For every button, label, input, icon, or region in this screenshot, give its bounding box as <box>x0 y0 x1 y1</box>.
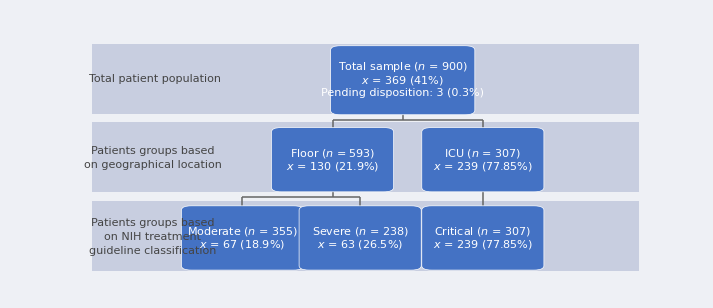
FancyBboxPatch shape <box>422 128 544 192</box>
FancyBboxPatch shape <box>272 128 394 192</box>
Text: Pending disposition: 3 (0.3%): Pending disposition: 3 (0.3%) <box>322 88 484 98</box>
FancyBboxPatch shape <box>92 44 639 114</box>
Text: Critical ($n$ = 307): Critical ($n$ = 307) <box>434 225 531 238</box>
Text: $x$ = 239 (77.85%): $x$ = 239 (77.85%) <box>433 160 533 173</box>
Text: Severe ($n$ = 238): Severe ($n$ = 238) <box>312 225 409 238</box>
FancyBboxPatch shape <box>331 46 475 115</box>
Text: Floor ($n$ = 593): Floor ($n$ = 593) <box>290 147 375 160</box>
Text: ICU ($n$ = 307): ICU ($n$ = 307) <box>444 147 521 160</box>
Text: Patients groups based
on geographical location: Patients groups based on geographical lo… <box>83 146 222 170</box>
FancyBboxPatch shape <box>92 201 639 270</box>
Text: Patients groups based
on NIH treatment
guideline classification: Patients groups based on NIH treatment g… <box>89 218 216 256</box>
Text: Total patient population: Total patient population <box>89 74 222 84</box>
FancyBboxPatch shape <box>181 206 304 270</box>
Text: $x$ = 67 (18.9%): $x$ = 67 (18.9%) <box>200 238 285 251</box>
Text: $x$ = 130 (21.9%): $x$ = 130 (21.9%) <box>286 160 379 173</box>
Text: Total sample ($n$ = 900): Total sample ($n$ = 900) <box>338 60 468 74</box>
FancyBboxPatch shape <box>92 122 639 192</box>
FancyBboxPatch shape <box>299 206 421 270</box>
Text: $x$ = 63 (26.5%): $x$ = 63 (26.5%) <box>317 238 403 251</box>
Text: $x$ = 239 (77.85%): $x$ = 239 (77.85%) <box>433 238 533 251</box>
Text: $x$ = 369 (41%): $x$ = 369 (41%) <box>361 74 444 87</box>
Text: Moderate ($n$ = 355): Moderate ($n$ = 355) <box>187 225 298 238</box>
FancyBboxPatch shape <box>422 206 544 270</box>
